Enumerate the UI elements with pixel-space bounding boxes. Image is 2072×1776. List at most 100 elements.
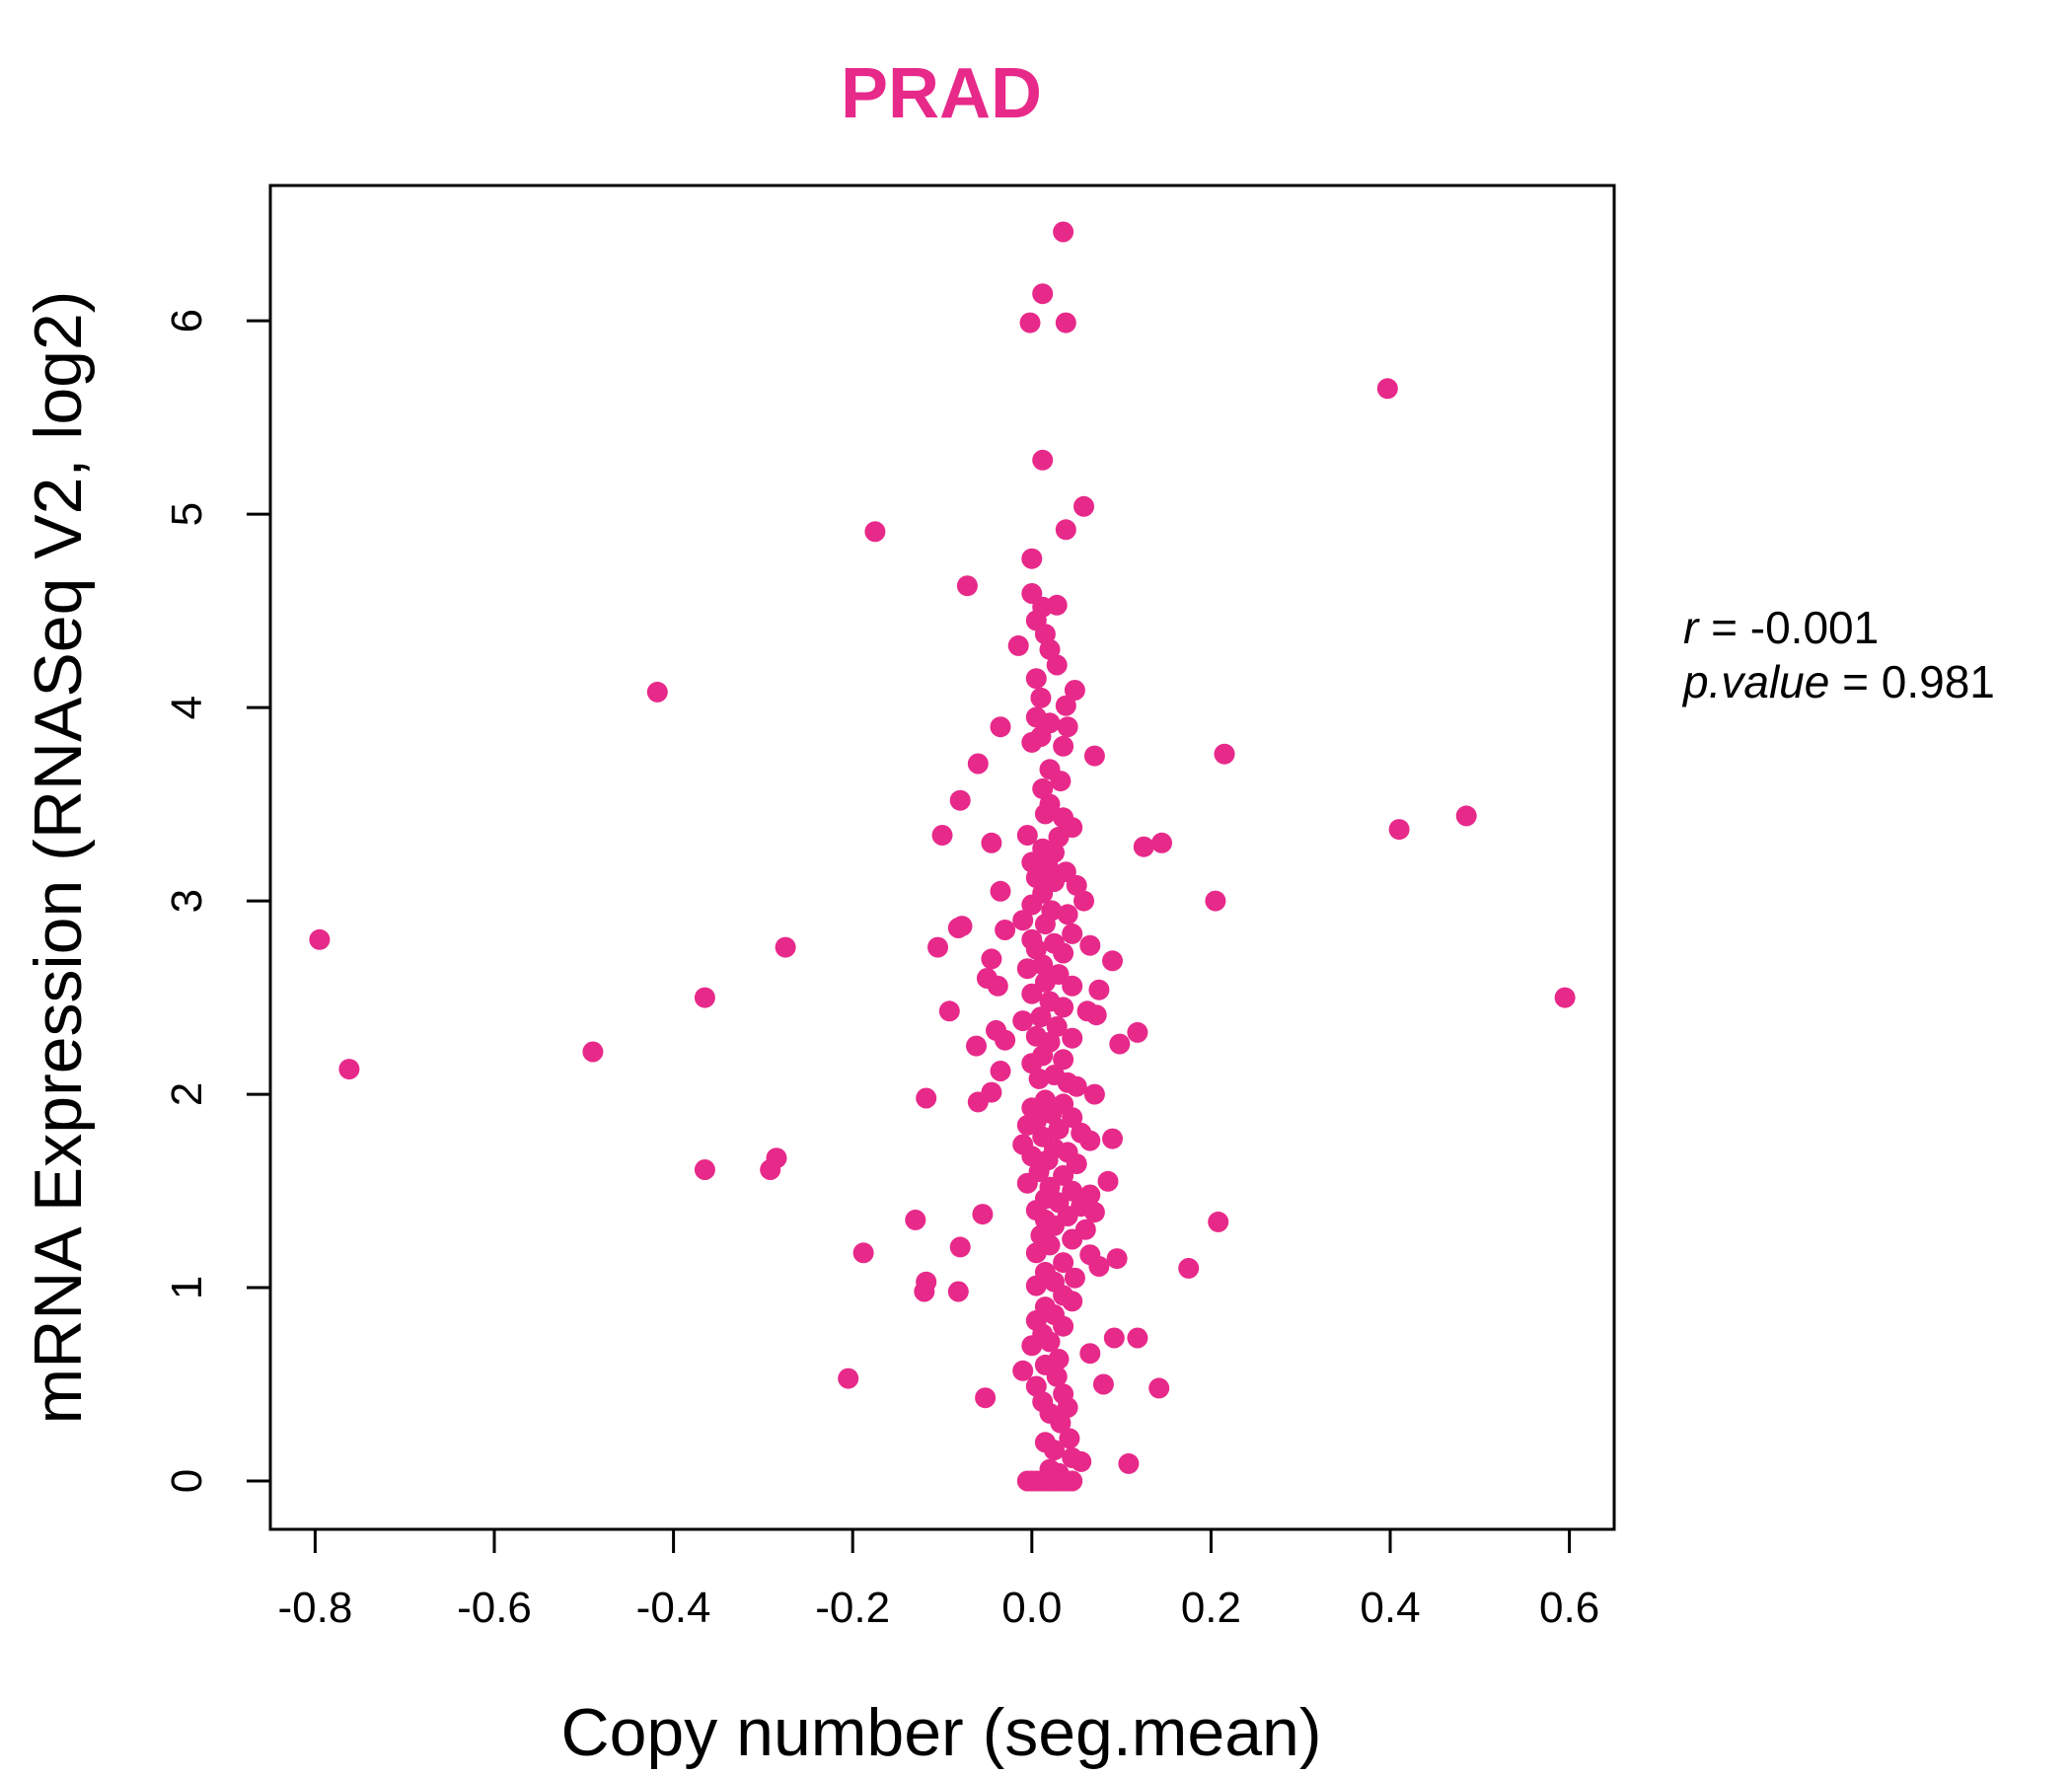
data-point — [1127, 1327, 1148, 1349]
data-point — [1012, 1010, 1034, 1032]
data-point — [990, 880, 1011, 902]
data-point — [582, 1041, 604, 1063]
stat-p: p.value = 0.981 — [1681, 656, 1995, 707]
stat-p-symbol: p.value — [1681, 656, 1829, 707]
data-point — [1062, 1027, 1083, 1049]
data-point — [947, 918, 969, 938]
data-point — [1057, 716, 1078, 738]
data-point — [694, 1159, 715, 1180]
y-tick-label: 1 — [163, 1276, 211, 1299]
data-point — [338, 1059, 360, 1080]
x-tick-label: 0.2 — [1181, 1584, 1241, 1632]
data-point — [1021, 731, 1043, 753]
data-point — [1062, 1228, 1083, 1250]
data-point — [1106, 1248, 1128, 1270]
data-point — [1021, 1335, 1043, 1357]
stat-r-symbol: r — [1683, 602, 1700, 653]
y-axis-label: mRNA Expression (RNASeq V2, log2) — [21, 291, 96, 1425]
data-point — [1034, 971, 1056, 993]
data-point — [1046, 1016, 1068, 1037]
data-point — [1034, 914, 1056, 935]
data-point — [646, 681, 668, 703]
x-axis-label: Copy number (seg.mean) — [560, 1695, 1321, 1770]
data-point — [1064, 680, 1085, 701]
data-point — [852, 1242, 874, 1264]
data-point — [1055, 695, 1076, 716]
plot-frame — [268, 184, 1616, 1531]
data-point — [1016, 825, 1038, 846]
data-point — [1012, 1360, 1034, 1381]
data-point — [775, 936, 796, 958]
data-point — [1127, 1021, 1148, 1043]
data-point — [1062, 923, 1083, 944]
points-layer — [309, 221, 1576, 1492]
data-point — [1073, 890, 1094, 912]
data-point — [1455, 805, 1477, 827]
data-point — [990, 716, 1011, 738]
data-point — [1102, 1128, 1123, 1149]
x-tick-label: 0.0 — [1001, 1584, 1062, 1632]
x-tick-label: -0.4 — [636, 1584, 711, 1632]
data-point — [1050, 771, 1072, 792]
data-point — [995, 1029, 1016, 1051]
data-point — [1055, 519, 1076, 541]
data-point — [967, 1091, 989, 1113]
data-point — [1053, 1315, 1074, 1337]
data-point — [1083, 745, 1105, 767]
data-point — [1073, 495, 1094, 517]
stat-p-value: 0.981 — [1882, 656, 1995, 707]
data-point — [1062, 1107, 1083, 1129]
data-point — [1039, 1331, 1061, 1353]
data-point — [972, 1204, 994, 1225]
data-point — [949, 1236, 971, 1258]
data-point — [1102, 950, 1123, 972]
data-point — [1046, 654, 1068, 676]
data-point — [1019, 312, 1041, 333]
data-point — [1030, 1006, 1052, 1028]
data-point — [1007, 634, 1029, 656]
data-point — [309, 928, 331, 950]
data-point — [1053, 1252, 1074, 1274]
data-point — [987, 975, 1008, 997]
data-point — [981, 948, 1002, 970]
data-point — [1053, 1049, 1074, 1071]
data-point — [1208, 1211, 1229, 1232]
data-point — [864, 521, 886, 543]
data-point — [1044, 1440, 1065, 1461]
data-point — [1041, 1103, 1063, 1125]
data-point — [1092, 1373, 1114, 1395]
data-point — [1034, 803, 1056, 825]
data-point — [1025, 668, 1047, 690]
data-point — [1053, 942, 1074, 964]
data-point — [949, 789, 971, 811]
y-tick-label: 2 — [163, 1082, 211, 1106]
data-point — [1025, 1242, 1047, 1264]
data-point — [1083, 1202, 1105, 1223]
data-point — [1021, 548, 1043, 569]
data-point — [966, 1035, 987, 1057]
data-point — [1118, 1452, 1140, 1474]
data-point — [1025, 1375, 1047, 1397]
data-point — [1012, 910, 1034, 931]
data-point — [1079, 934, 1101, 956]
x-axis: -0.8 -0.6 -0.4 -0.2 0.0 0.2 0.4 0.6 — [277, 1527, 1599, 1632]
data-point — [1048, 1118, 1070, 1140]
data-point — [760, 1159, 781, 1180]
y-axis: 0 1 2 3 4 5 6 — [163, 309, 270, 1493]
y-tick-label: 0 — [163, 1469, 211, 1493]
stat-r: r = -0.001 — [1683, 602, 1879, 653]
data-point — [1025, 1275, 1047, 1296]
data-point — [1032, 777, 1054, 799]
data-point — [1062, 975, 1083, 997]
data-point — [1083, 1083, 1105, 1105]
stat-r-value: -0.001 — [1750, 602, 1879, 653]
data-point — [1055, 312, 1076, 333]
y-tick-label: 5 — [163, 502, 211, 526]
data-point — [1021, 983, 1043, 1004]
data-point — [1071, 1450, 1092, 1472]
data-point — [1030, 687, 1052, 708]
x-tick-label: 0.6 — [1539, 1584, 1599, 1632]
data-point — [1066, 874, 1087, 896]
data-point — [990, 1061, 1011, 1081]
